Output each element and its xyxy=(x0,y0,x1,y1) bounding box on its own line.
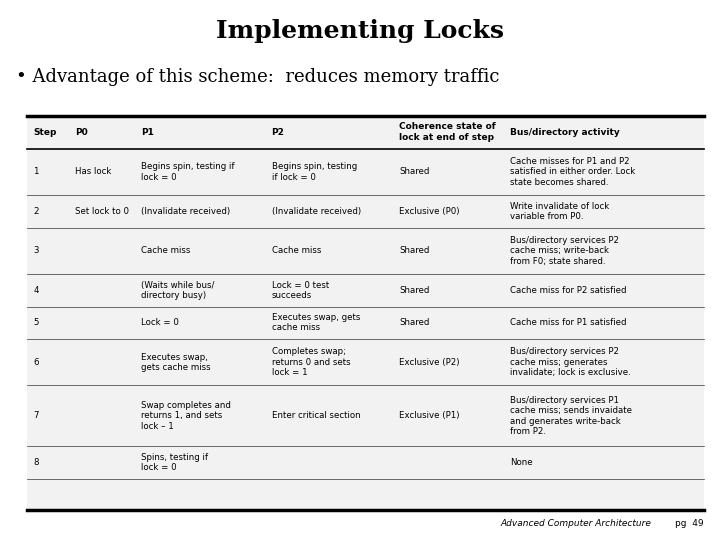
Text: 3: 3 xyxy=(33,246,39,255)
Text: Shared: Shared xyxy=(399,318,429,327)
Text: Advanced Computer Architecture: Advanced Computer Architecture xyxy=(500,519,652,528)
Text: Begins spin, testing if
lock = 0: Begins spin, testing if lock = 0 xyxy=(141,162,235,181)
Text: 1: 1 xyxy=(33,167,39,176)
Text: Write invalidate of lock
variable from P0.: Write invalidate of lock variable from P… xyxy=(510,201,609,221)
Text: 5: 5 xyxy=(33,318,39,327)
Text: None: None xyxy=(510,458,533,467)
Text: Shared: Shared xyxy=(399,286,429,295)
Text: Cache miss for P2 satisfied: Cache miss for P2 satisfied xyxy=(510,286,626,295)
Text: Shared: Shared xyxy=(399,167,429,176)
Text: Step: Step xyxy=(33,128,56,137)
Text: P1: P1 xyxy=(141,128,154,137)
Text: Set lock to 0: Set lock to 0 xyxy=(75,207,129,216)
Text: Bus/directory services P2
cache miss; write-back
from F0; state shared.: Bus/directory services P2 cache miss; wr… xyxy=(510,236,619,266)
Text: Bus/directory services P2
cache miss; generates
invalidate; lock is exclusive.: Bus/directory services P2 cache miss; ge… xyxy=(510,347,631,377)
Text: Swap completes and
returns 1, and sets
lock – 1: Swap completes and returns 1, and sets l… xyxy=(141,401,231,431)
Text: (Waits while bus/
directory busy): (Waits while bus/ directory busy) xyxy=(141,281,215,300)
Text: Has lock: Has lock xyxy=(75,167,112,176)
Text: pg  49: pg 49 xyxy=(675,519,704,528)
Text: 7: 7 xyxy=(33,411,39,420)
Text: Cache miss for P1 satisfied: Cache miss for P1 satisfied xyxy=(510,318,626,327)
Text: 2: 2 xyxy=(33,207,39,216)
Text: Lock = 0 test
succeeds: Lock = 0 test succeeds xyxy=(271,281,329,300)
Text: Enter critical section: Enter critical section xyxy=(271,411,360,420)
Text: Cache misses for P1 and P2
satisfied in either order. Lock
state becomes shared.: Cache misses for P1 and P2 satisfied in … xyxy=(510,157,635,187)
Text: Cache miss: Cache miss xyxy=(271,246,321,255)
Text: Coherence state of
lock at end of step: Coherence state of lock at end of step xyxy=(399,122,495,143)
Text: Bus/directory services P1
cache miss; sends invaidate
and generates write-back
f: Bus/directory services P1 cache miss; se… xyxy=(510,396,632,436)
Text: P2: P2 xyxy=(271,128,284,137)
Text: Exclusive (P0): Exclusive (P0) xyxy=(399,207,459,216)
Text: 6: 6 xyxy=(33,357,39,367)
Text: Exclusive (P2): Exclusive (P2) xyxy=(399,357,459,367)
Text: Lock = 0: Lock = 0 xyxy=(141,318,179,327)
Text: (Invalidate received): (Invalidate received) xyxy=(141,207,230,216)
Text: Shared: Shared xyxy=(399,246,429,255)
Text: 8: 8 xyxy=(33,458,39,467)
Text: Spins, testing if
lock = 0: Spins, testing if lock = 0 xyxy=(141,453,208,472)
Text: Exclusive (P1): Exclusive (P1) xyxy=(399,411,459,420)
Text: Implementing Locks: Implementing Locks xyxy=(216,19,504,43)
Text: Executes swap, gets
cache miss: Executes swap, gets cache miss xyxy=(271,313,360,333)
Text: Completes swap;
returns 0 and sets
lock = 1: Completes swap; returns 0 and sets lock … xyxy=(271,347,350,377)
Text: Bus/directory activity: Bus/directory activity xyxy=(510,128,620,137)
Text: Begins spin, testing
if lock = 0: Begins spin, testing if lock = 0 xyxy=(271,162,357,181)
Text: Cache miss: Cache miss xyxy=(141,246,191,255)
Text: (Invalidate received): (Invalidate received) xyxy=(271,207,361,216)
Text: P0: P0 xyxy=(75,128,88,137)
FancyBboxPatch shape xyxy=(27,116,704,510)
Text: Executes swap,
gets cache miss: Executes swap, gets cache miss xyxy=(141,353,211,372)
Text: 4: 4 xyxy=(33,286,39,295)
Text: • Advantage of this scheme:  reduces memory traffic: • Advantage of this scheme: reduces memo… xyxy=(16,68,500,85)
